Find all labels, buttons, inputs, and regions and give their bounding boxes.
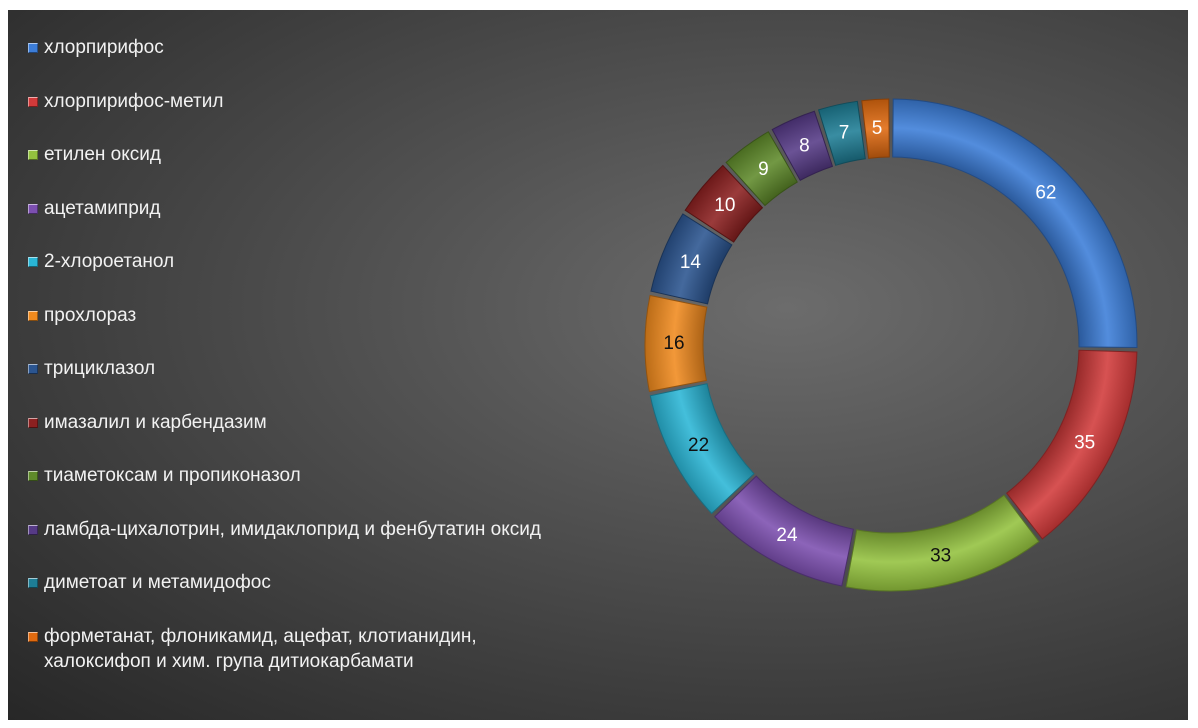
legend-swatch xyxy=(28,257,38,267)
legend-item: диметоат и метамидофос xyxy=(28,570,271,595)
legend-label: имазалил и карбендазим xyxy=(44,411,267,433)
legend-item: хлорпирифос xyxy=(28,35,164,60)
doughnut-slice xyxy=(684,164,764,243)
data-label: 22 xyxy=(688,435,709,456)
legend-swatch xyxy=(28,310,38,321)
legend-item: прохлораз xyxy=(28,303,136,328)
data-label: 8 xyxy=(799,136,810,157)
doughnut-slice xyxy=(1006,349,1138,540)
data-label: 62 xyxy=(1035,183,1056,204)
doughnut-slice xyxy=(644,294,708,392)
legend-swatch xyxy=(28,471,38,481)
chart-area: хлорпирифос хлорпирифос-метил етилен оксид… xyxy=(8,10,1188,720)
legend-item: ацетамиприд xyxy=(28,196,160,221)
data-label: 7 xyxy=(839,123,850,144)
data-label: 16 xyxy=(663,333,684,354)
legend-label: 2-хлороетанол xyxy=(44,251,175,272)
doughnut-slice xyxy=(861,98,890,159)
legend-swatch xyxy=(28,150,38,160)
doughnut-slice xyxy=(771,110,834,182)
data-label: 9 xyxy=(758,159,769,180)
legend-item: ламбда-цихалотрин, имидаклоприд и фенбут… xyxy=(28,517,541,542)
legend-label: хлорпирифос xyxy=(44,37,164,58)
doughnut-slice xyxy=(725,131,798,207)
legend-swatch xyxy=(28,524,38,535)
doughnut-slice xyxy=(714,475,854,587)
data-labels-group: 62 35 33 24 22 16 14 10 9 8 7 5 xyxy=(663,118,1095,567)
legend-label: форметанат, флоникамид, ацефат, клотиани… xyxy=(44,625,477,672)
data-label: 35 xyxy=(1074,432,1095,453)
legend-label: прохлораз xyxy=(44,304,137,326)
data-label: 24 xyxy=(776,525,798,546)
legend-item: тиаметоксам и пропиконазол xyxy=(28,463,301,488)
legend-item: етилен оксид xyxy=(28,142,161,167)
legend-label: диметоат и метамидофос xyxy=(44,572,271,593)
legend-swatch xyxy=(28,631,38,642)
data-label: 5 xyxy=(872,118,883,139)
legend-swatch xyxy=(28,578,38,588)
legend-swatch xyxy=(28,203,38,214)
doughnut-slice xyxy=(845,494,1040,592)
legend-swatch xyxy=(28,364,38,374)
doughnut-slice xyxy=(817,100,866,166)
legend-label: трициклазол xyxy=(44,358,156,379)
doughnut-slice xyxy=(649,383,755,515)
legend-swatch xyxy=(28,96,38,107)
legend-item: имазалил и карбендазим xyxy=(28,410,267,435)
legend-label: хлорпирифос-метил xyxy=(44,90,224,112)
doughnut-chart: 62 35 33 24 22 16 14 10 9 8 7 5 xyxy=(644,98,1138,592)
doughnut-slice xyxy=(650,213,733,305)
slices-group xyxy=(644,98,1138,592)
legend-item: трициклазол xyxy=(28,356,155,381)
legend-label: тиаметоксам и пропиконазол xyxy=(44,465,301,486)
data-label: 10 xyxy=(714,195,735,216)
data-label: 14 xyxy=(680,252,702,273)
legend-item: форметанат, флоникамид, ацефат, клотиани… xyxy=(28,624,477,674)
legend-item: хлорпирифос-метил xyxy=(28,89,223,114)
data-label: 33 xyxy=(930,546,951,567)
legend-swatch xyxy=(28,43,38,53)
doughnut-slice xyxy=(892,98,1138,349)
legend-label: етилен оксид xyxy=(44,144,161,165)
legend-label: ламбда-цихалотрин, имидаклоприд и фенбут… xyxy=(44,518,541,540)
legend-swatch xyxy=(28,417,38,428)
legend-label: ацетамиприд xyxy=(44,197,161,219)
legend-item: 2-хлороетанол xyxy=(28,249,174,274)
